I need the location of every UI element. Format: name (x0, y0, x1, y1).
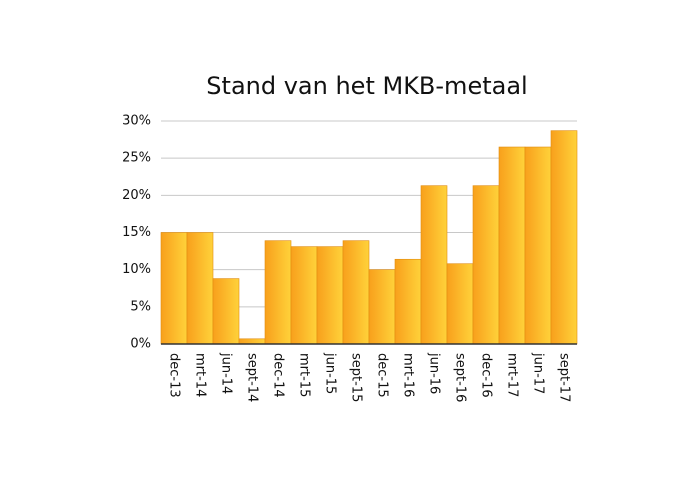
y-tick-label: 15% (122, 225, 151, 240)
y-tick-label: 10% (122, 262, 151, 277)
bar (524, 146, 552, 345)
bar (264, 240, 292, 345)
x-tick-label: jun-16 (427, 352, 442, 394)
bar (498, 146, 526, 345)
x-tick-label: dec-15 (375, 353, 390, 398)
x-tick-label: mrt-14 (193, 353, 208, 397)
x-tick-label: mrt-16 (401, 353, 416, 397)
bar (550, 130, 578, 345)
x-tick-label: mrt-17 (505, 353, 520, 397)
bar (290, 246, 318, 345)
x-tick-label: mrt-15 (297, 353, 312, 397)
bar (420, 185, 448, 345)
x-tick-label: jun-17 (531, 352, 546, 394)
x-tick-label: sept-17 (557, 353, 572, 402)
y-tick-label: 5% (130, 299, 151, 314)
y-tick-label: 0% (130, 337, 151, 352)
bar (394, 258, 422, 345)
bar (160, 232, 188, 345)
bar (342, 240, 370, 345)
y-tick-label: 30% (122, 114, 151, 129)
chart-title: Stand van het MKB-metaal (206, 72, 527, 100)
x-tick-label: dec-16 (479, 353, 494, 398)
y-tick-label: 20% (122, 188, 151, 203)
x-tick-label: jun-15 (323, 352, 338, 394)
x-tick-label: dec-14 (271, 353, 286, 398)
bar (186, 232, 214, 345)
x-tick-label: sept-16 (453, 353, 468, 402)
x-tick-label: sept-14 (245, 353, 260, 402)
bar (446, 263, 474, 345)
y-tick-label: 25% (122, 151, 151, 166)
bar (368, 269, 396, 345)
bar (472, 185, 500, 345)
bar (316, 246, 344, 345)
bar (212, 278, 240, 345)
x-tick-label: jun-14 (219, 352, 234, 394)
x-tick-label: sept-15 (349, 353, 364, 402)
x-tick-label: dec-13 (167, 353, 182, 398)
bar (238, 338, 266, 345)
